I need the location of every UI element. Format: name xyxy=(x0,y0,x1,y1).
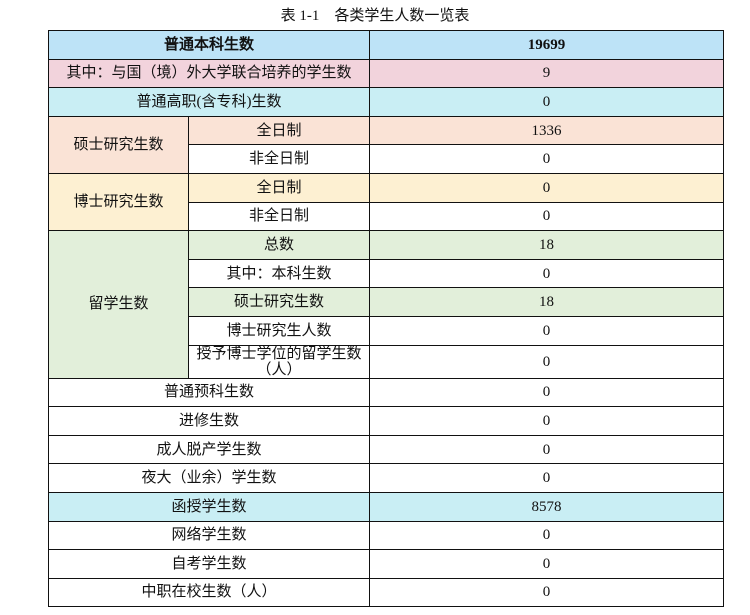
row-label: 其中：与国（境）外大学联合培养的学生数 xyxy=(47,58,371,89)
row-label: 非全日制 xyxy=(187,201,371,232)
table-row: 自考学生数 0 xyxy=(47,549,725,579)
table-row: 函授学生数 8578 xyxy=(47,491,725,522)
row-value: 0 xyxy=(369,144,725,174)
row-label: 硕士研究生数 xyxy=(187,287,371,317)
row-value: 1336 xyxy=(369,115,725,146)
row-value: 0 xyxy=(369,406,725,436)
table-row: 硕士研究生数 全日制 1336 xyxy=(48,115,725,174)
table-row: 网络学生数 0 xyxy=(47,520,725,551)
row-value: 19699 xyxy=(369,30,725,60)
row-value: 0 xyxy=(369,344,725,379)
row-label: 进修生数 xyxy=(47,406,371,436)
row-label: 全日制 xyxy=(187,115,371,146)
row-value: 0 xyxy=(369,258,725,289)
row-label: 普通高职(含专科)生数 xyxy=(47,87,371,117)
table-row: 博士研究生人数 0 xyxy=(49,315,725,346)
row-value: 0 xyxy=(369,520,725,551)
row-value: 0 xyxy=(369,172,725,203)
row-label: 全日制 xyxy=(187,172,371,203)
table-row: 夜大（业余）学生数 0 xyxy=(47,463,725,493)
row-label: 授予博士学位的留学生数（人） xyxy=(187,344,371,379)
table-row: 留学生数 总数 18 xyxy=(48,230,725,379)
row-label: 成人脱产学生数 xyxy=(47,434,371,465)
row-value: 0 xyxy=(369,463,725,493)
row-value: 0 xyxy=(369,87,725,117)
row-label: 其中：本科生数 xyxy=(187,258,371,289)
table-row: 授予博士学位的留学生数（人） 0 xyxy=(49,344,725,379)
row-value: 0 xyxy=(369,315,725,346)
table-row: 普通本科生数 19699 xyxy=(47,30,725,60)
row-label: 总数 xyxy=(187,230,371,260)
row-value: 0 xyxy=(369,377,725,408)
table-row: 其中：与国（境）外大学联合培养的学生数 9 xyxy=(47,58,725,89)
table-row: 进修生数 0 xyxy=(47,406,725,436)
table-row: 普通预科生数 0 xyxy=(47,377,725,408)
group-label: 硕士研究生数 xyxy=(48,115,189,174)
row-label: 网络学生数 xyxy=(47,520,371,551)
group-label: 博士研究生数 xyxy=(48,172,189,232)
row-label: 函授学生数 xyxy=(47,491,371,522)
row-label: 普通本科生数 xyxy=(47,30,371,60)
row-label: 中职在校生数（人） xyxy=(47,577,371,608)
student-count-table: 普通本科生数 19699 其中：与国（境）外大学联合培养的学生数 9 普通高职(… xyxy=(47,30,725,608)
table-row: 博士研究生数 全日制 0 xyxy=(48,172,725,232)
row-value: 18 xyxy=(369,287,725,317)
group-label: 留学生数 xyxy=(48,230,189,379)
table-row: 普通高职(含专科)生数 0 xyxy=(47,87,725,117)
table-row: 中职在校生数（人） 0 xyxy=(47,577,725,608)
table-row: 成人脱产学生数 0 xyxy=(47,434,725,465)
row-label: 自考学生数 xyxy=(47,549,371,579)
row-value: 0 xyxy=(369,434,725,465)
row-value: 0 xyxy=(369,577,725,608)
row-value: 8578 xyxy=(369,491,725,522)
table-row: 非全日制 0 xyxy=(49,144,725,174)
row-value: 18 xyxy=(369,230,725,260)
row-value: 9 xyxy=(369,58,725,89)
row-label: 博士研究生人数 xyxy=(187,315,371,346)
row-label: 夜大（业余）学生数 xyxy=(47,463,371,493)
table-caption: 表 1-1 各类学生人数一览表 xyxy=(280,8,470,24)
table-row: 其中：本科生数 0 xyxy=(49,258,725,289)
row-value: 0 xyxy=(369,549,725,579)
row-label: 普通预科生数 xyxy=(47,377,371,408)
row-label: 非全日制 xyxy=(187,144,371,174)
row-value: 0 xyxy=(369,201,725,232)
